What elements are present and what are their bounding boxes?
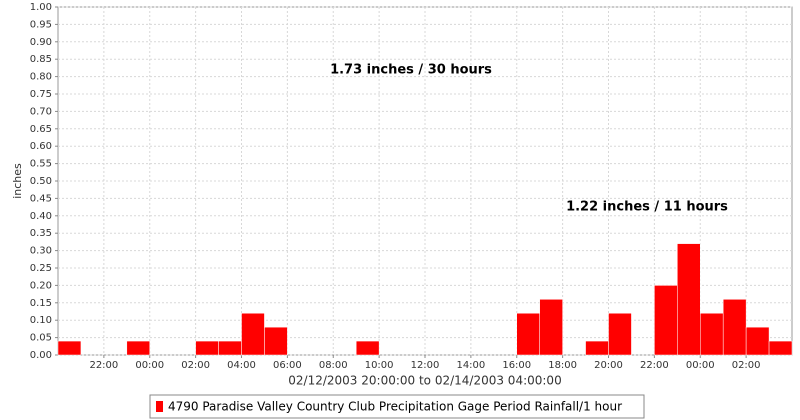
y-tick-label: 0.95 (30, 19, 52, 30)
y-tick-label: 0.45 (30, 193, 52, 204)
y-tick-label: 0.55 (30, 159, 52, 170)
x-tick-label: 06:00 (273, 360, 302, 371)
x-tick-label: 00:00 (135, 360, 164, 371)
bar (516, 312, 540, 356)
bar (218, 340, 242, 356)
annotation: 1.73 inches / 30 hours (330, 63, 492, 78)
y-tick-label: 0.15 (30, 298, 52, 309)
y-tick-label: 0.00 (30, 350, 52, 361)
bar (126, 340, 150, 356)
x-tick-label: 08:00 (319, 360, 348, 371)
bar (539, 299, 563, 356)
bar (264, 326, 288, 356)
y-tick-label: 0.10 (30, 315, 52, 326)
bar (654, 285, 678, 356)
y-tick-label: 0.25 (30, 263, 52, 274)
bar (241, 312, 265, 356)
bar (677, 243, 701, 356)
x-tick-label: 00:00 (686, 360, 715, 371)
y-tick-label: 1.00 (30, 2, 52, 13)
bar (745, 326, 770, 356)
y-tick-label: 0.35 (30, 228, 52, 239)
x-tick-label: 10:00 (365, 360, 394, 371)
x-axis-label: 02/12/2003 20:00:00 to 02/14/2003 04:00:… (288, 374, 561, 388)
y-axis-label: inches (11, 163, 24, 199)
y-tick-label: 0.60 (30, 141, 52, 152)
bar (355, 340, 380, 356)
y-tick-label: 0.40 (30, 211, 52, 222)
y-tick-label: 0.20 (30, 280, 52, 291)
x-tick-label: 02:00 (181, 360, 210, 371)
x-tick-label: 22:00 (640, 360, 669, 371)
y-tick-label: 0.70 (30, 106, 52, 117)
x-tick-label: 16:00 (502, 360, 531, 371)
y-tick-label: 0.85 (30, 54, 52, 65)
y-tick-label: 0.50 (30, 176, 52, 187)
legend (149, 394, 645, 419)
legend-label: 4790 Paradise Valley Country Club Precip… (168, 400, 622, 414)
x-tick-label: 04:00 (227, 360, 256, 371)
bar (57, 340, 82, 356)
bar (722, 299, 747, 356)
y-tick-label: 0.30 (30, 246, 52, 257)
x-tick-label: 14:00 (456, 360, 485, 371)
y-tick-label: 0.65 (30, 124, 52, 135)
bar (768, 340, 793, 356)
bar (585, 340, 609, 356)
x-tick-label: 02:00 (732, 360, 761, 371)
y-tick-label: 0.90 (30, 37, 52, 48)
x-tick-label: 20:00 (594, 360, 623, 371)
bar (608, 312, 632, 356)
x-tick-label: 12:00 (411, 360, 440, 371)
y-tick-label: 0.05 (30, 333, 52, 344)
legend-swatch (156, 401, 163, 412)
x-tick-label: 22:00 (89, 360, 118, 371)
x-tick-label: 18:00 (548, 360, 577, 371)
y-tick-label: 0.75 (30, 89, 52, 100)
bar (700, 312, 724, 356)
y-tick-label: 0.80 (30, 72, 52, 83)
annotation: 1.22 inches / 11 hours (566, 200, 728, 215)
bar (195, 340, 219, 356)
